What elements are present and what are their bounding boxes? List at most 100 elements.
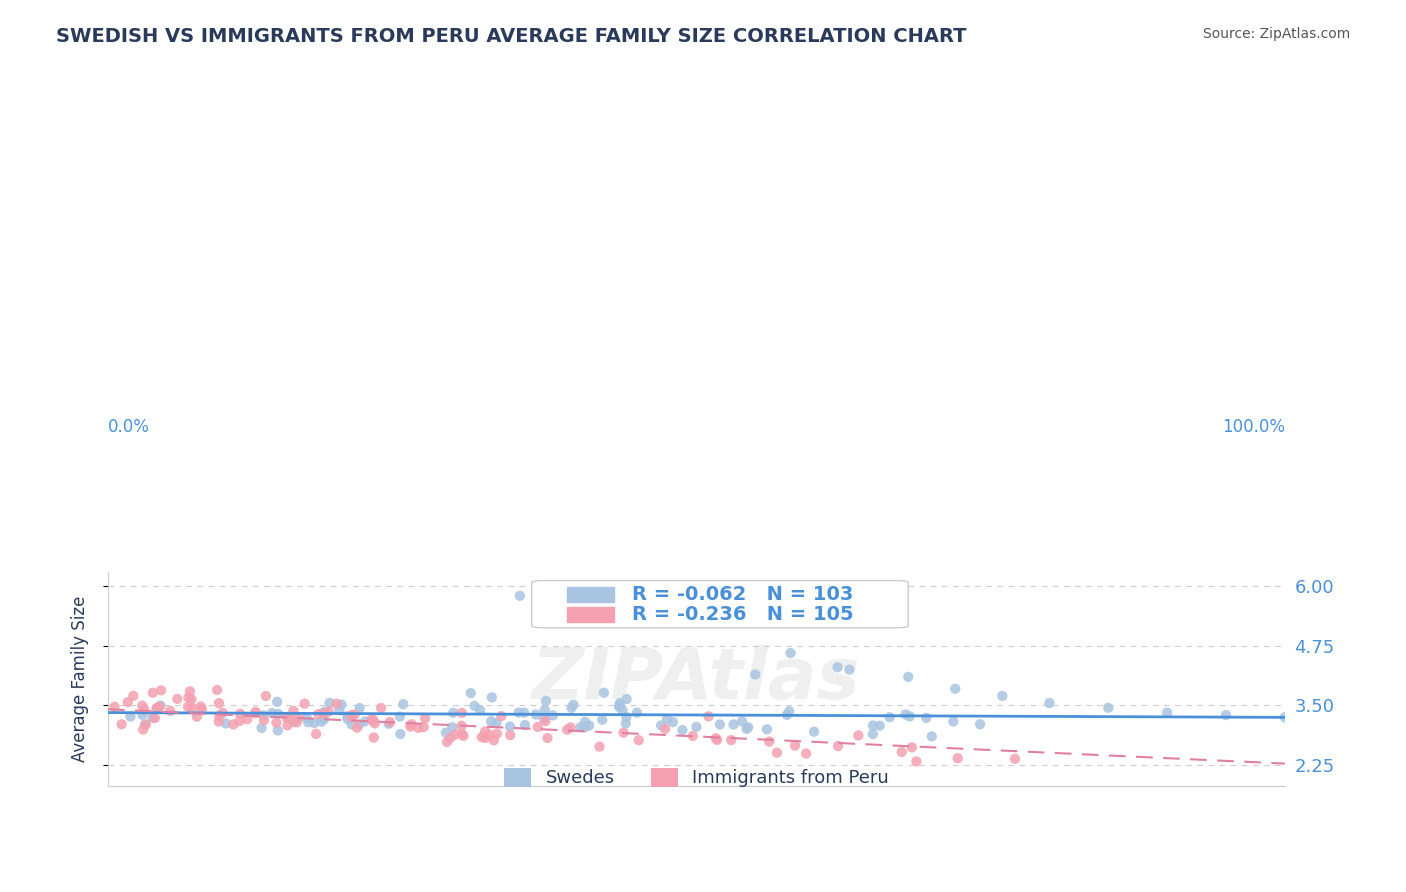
Point [436,735,458,749]
Point [250,721,273,735]
Point [413,711,436,725]
Point [898,709,921,723]
Point [343,707,366,722]
Point [766,746,789,760]
Point [783,739,806,753]
Point [478,728,501,742]
Point [208,708,231,723]
Point [336,709,359,723]
Point [499,728,522,742]
Point [181,701,204,715]
Point [915,711,938,725]
Point [150,683,173,698]
Point [363,731,385,745]
Point [229,706,252,721]
Point [460,686,482,700]
Point [513,718,536,732]
Point [328,703,350,717]
Point [526,720,548,734]
Point [848,728,870,742]
Point [205,683,228,698]
Point [325,697,347,711]
Point [412,720,434,734]
Point [706,732,728,747]
Point [921,730,943,744]
Point [574,714,596,729]
Point [245,705,267,719]
Point [946,751,969,765]
Point [340,707,363,722]
Legend: Swedes, Immigrants from Peru: Swedes, Immigrants from Peru [496,761,896,795]
Point [969,717,991,731]
Point [149,698,172,713]
Point [655,712,678,726]
Text: ZIPAtlas: ZIPAtlas [531,645,860,714]
Point [555,723,578,737]
Point [591,713,613,727]
Point [869,719,891,733]
Point [215,716,238,731]
Point [208,696,231,710]
Point [827,739,849,753]
Point [650,718,672,732]
Point [276,718,298,732]
Point [349,717,371,731]
Point [307,707,329,722]
Point [166,691,188,706]
Point [468,703,491,717]
Point [731,714,754,729]
Point [276,710,298,724]
Point [471,730,494,744]
Point [377,716,399,731]
Point [132,723,155,737]
Point [236,712,259,726]
Point [254,689,277,703]
Point [349,701,371,715]
Point [485,716,508,731]
Point [186,709,208,723]
Point [513,706,536,720]
Point [134,717,156,731]
Point [392,698,415,712]
Point [905,755,928,769]
Point [536,731,558,745]
Point [312,712,335,726]
Point [441,720,464,734]
Point [142,686,165,700]
Point [609,696,631,710]
Point [508,706,530,720]
Point [180,692,202,706]
Point [406,721,429,735]
Point [572,721,595,735]
Point [267,723,290,738]
Point [485,726,508,740]
Point [388,709,411,723]
Point [122,689,145,703]
Point [288,711,311,725]
Point [177,690,200,705]
Point [280,712,302,726]
Point [879,710,901,724]
Point [190,699,212,714]
Point [1038,696,1060,710]
Text: 100.0%: 100.0% [1222,417,1285,435]
Point [439,731,461,745]
Point [450,706,472,720]
Point [612,703,634,717]
Point [671,723,693,738]
Point [662,715,685,730]
Point [626,706,648,720]
Point [723,717,745,731]
Point [709,717,731,731]
Point [336,712,359,726]
Point [541,708,564,723]
Point [318,705,340,719]
Point [562,698,585,712]
Point [208,714,231,729]
Point [569,720,592,734]
Point [450,719,472,733]
Point [533,712,555,726]
Point [148,699,170,714]
Point [735,722,758,736]
Point [450,727,472,741]
